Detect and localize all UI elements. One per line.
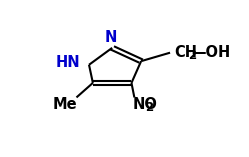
Text: CH: CH <box>174 45 197 60</box>
Text: N: N <box>105 30 117 45</box>
Text: 2: 2 <box>146 101 154 114</box>
Text: Me: Me <box>53 97 77 112</box>
Text: HN: HN <box>56 55 80 70</box>
Text: NO: NO <box>132 97 157 112</box>
Text: 2: 2 <box>188 49 196 62</box>
Text: —OH: —OH <box>192 45 231 60</box>
